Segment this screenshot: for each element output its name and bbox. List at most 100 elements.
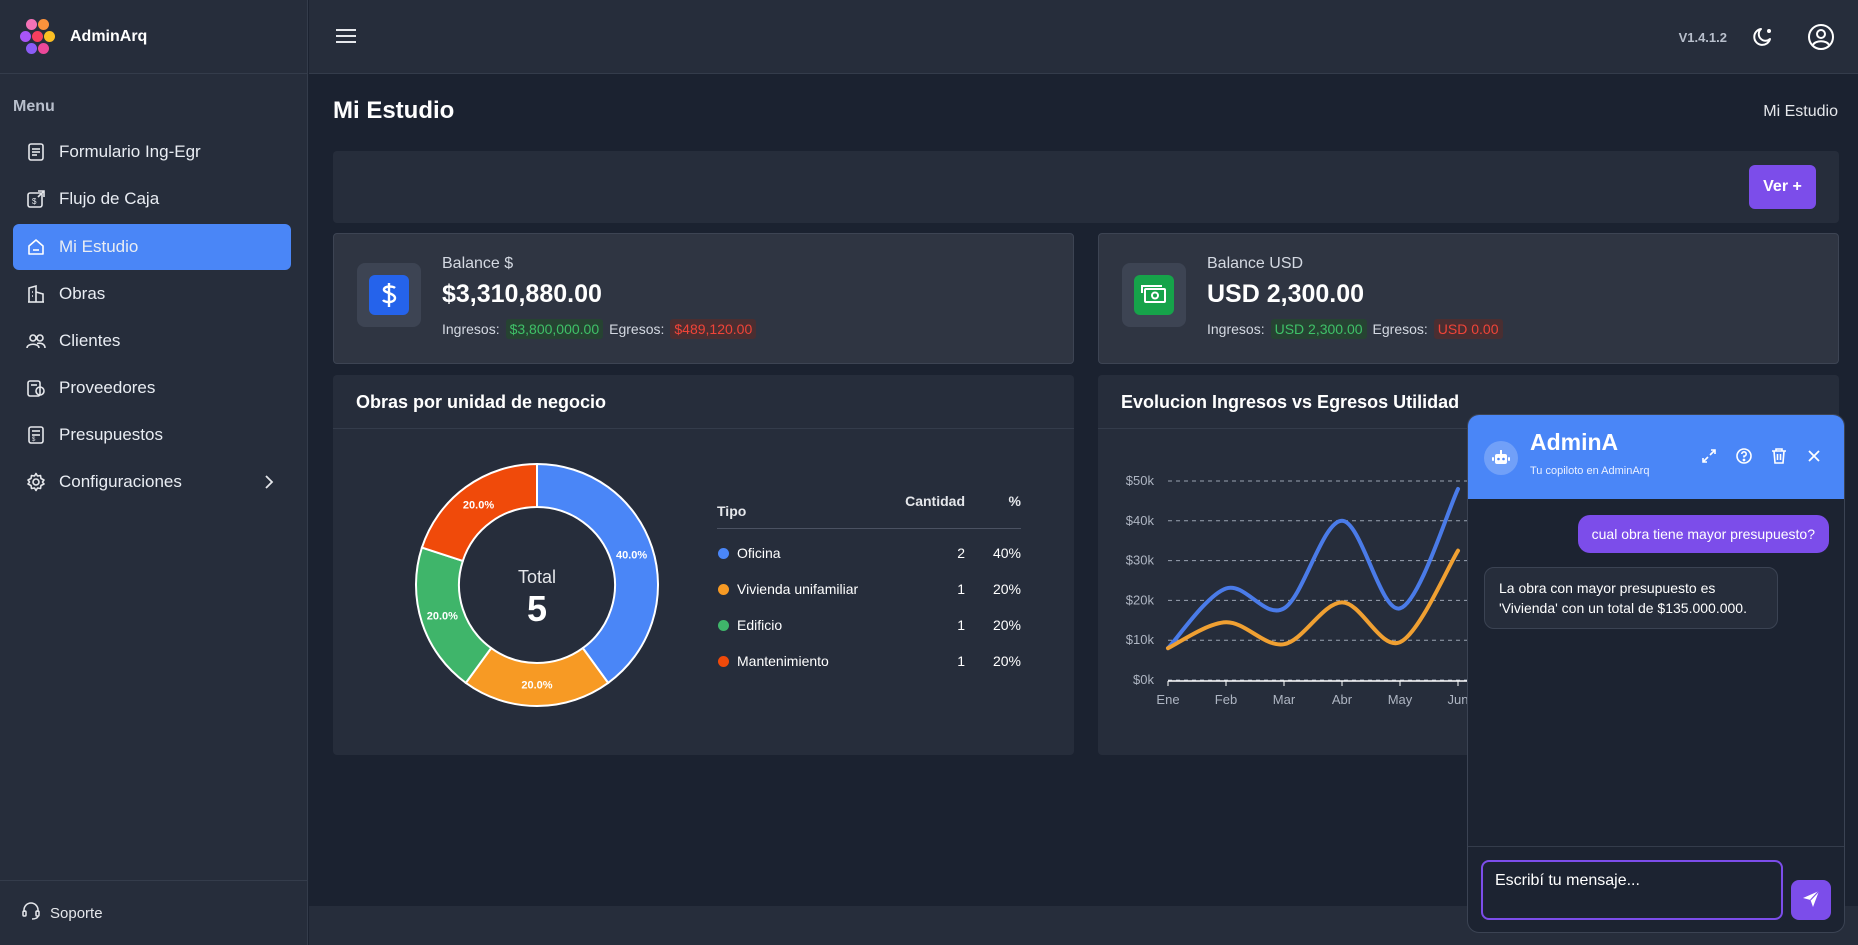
- donut-total-value: 5: [527, 588, 547, 629]
- dollar-icon: [369, 275, 409, 315]
- hamburger-menu-icon[interactable]: [335, 27, 357, 50]
- help-icon[interactable]: [1733, 445, 1755, 467]
- egresos-value: USD 0.00: [1433, 319, 1503, 339]
- divider: [333, 428, 1074, 429]
- cashflow-icon: $: [25, 188, 47, 210]
- legend-type: Edificio: [737, 617, 783, 633]
- form-icon: [25, 141, 47, 163]
- x-tick-label: Abr: [1332, 692, 1353, 707]
- balance-icon-wrap: [1122, 263, 1186, 327]
- chat-message-input[interactable]: [1481, 860, 1783, 920]
- legend-qty: 1: [957, 581, 965, 597]
- legend-row: Vivienda unifamiliar 1 20%: [717, 571, 1021, 607]
- theme-toggle-moon-icon[interactable]: [1746, 20, 1780, 54]
- budget-icon: $: [25, 424, 47, 446]
- y-tick-label: $40k: [1126, 513, 1155, 528]
- app-logo-icon: [18, 16, 60, 58]
- balance-ars-card: Balance $ $3,310,880.00 Ingresos: $3,800…: [333, 233, 1074, 364]
- legend-type: Oficina: [737, 545, 781, 561]
- sidebar-item-label: Presupuestos: [59, 425, 163, 444]
- sidebar-item-label: Flujo de Caja: [59, 189, 160, 208]
- sidebar-item-label: Formulario Ing-Egr: [59, 142, 201, 161]
- expand-icon[interactable]: [1698, 445, 1720, 467]
- ingresos-label: Ingresos:: [442, 321, 500, 337]
- balance-label: Balance USD: [1207, 255, 1304, 272]
- legend-row: Mantenimiento 1 20%: [717, 643, 1021, 679]
- legend-pct: 40%: [992, 545, 1021, 561]
- balance-breakdown: Ingresos: USD 2,300.00 Egresos: USD 0.00: [1207, 319, 1503, 339]
- sidebar-item-obras[interactable]: Obras: [13, 271, 291, 317]
- balance-usd-card: Balance USD USD 2,300.00 Ingresos: USD 2…: [1098, 233, 1839, 364]
- trash-icon[interactable]: [1768, 445, 1790, 467]
- user-profile-icon[interactable]: [1804, 20, 1838, 54]
- legend-qty: 1: [957, 653, 965, 669]
- support-link[interactable]: Soporte: [0, 880, 308, 945]
- donut-chart: Total 5 40.0% 20.0% 20.0% 20.0%: [415, 462, 659, 707]
- sidebar-item-label: Proveedores: [59, 378, 156, 397]
- close-icon[interactable]: [1803, 445, 1825, 467]
- header-qty: Cantidad: [905, 493, 965, 509]
- legend-row: Oficina 2 40%: [717, 535, 1021, 571]
- y-tick-label: $10k: [1126, 632, 1155, 647]
- sidebar-item-clientes[interactable]: Clientes: [13, 318, 291, 364]
- y-tick-label: $50k: [1126, 473, 1155, 488]
- send-button[interactable]: [1791, 880, 1831, 920]
- action-bar: Ver +: [333, 151, 1839, 223]
- x-tick-label: Mar: [1273, 692, 1296, 707]
- headset-icon: [22, 901, 40, 925]
- chat-title: AdminA: [1530, 429, 1619, 455]
- donut-slice[interactable]: [464, 646, 610, 707]
- user-message: cual obra tiene mayor presupuesto?: [1577, 515, 1829, 553]
- ingresos-label: Ingresos:: [1207, 321, 1265, 337]
- ingresos-value: USD 2,300.00: [1270, 319, 1367, 339]
- sidebar-item-presupuestos[interactable]: $ Presupuestos: [13, 412, 291, 458]
- sidebar-item-configuraciones[interactable]: Configuraciones: [13, 459, 291, 505]
- egresos-label: Egresos:: [609, 321, 665, 337]
- support-label: Soporte: [50, 904, 103, 922]
- x-tick-label: Ene: [1156, 692, 1179, 707]
- balance-breakdown: Ingresos: $3,800,000.00 Egresos: $489,12…: [442, 319, 757, 339]
- balance-value: $3,310,880.00: [442, 280, 602, 308]
- x-tick-label: Feb: [1215, 692, 1237, 707]
- balance-value: USD 2,300.00: [1207, 280, 1365, 308]
- breadcrumb: Mi Estudio: [1763, 103, 1838, 120]
- legend-header: Tipo Cantidad %: [717, 493, 1021, 529]
- supplier-icon: [25, 377, 47, 399]
- sidebar-item-formulario[interactable]: Formulario Ing-Egr: [13, 129, 291, 175]
- legend-dot: [718, 619, 729, 631]
- chat-footer: [1468, 846, 1844, 932]
- legend-type: Vivienda unifamiliar: [737, 581, 859, 597]
- svg-text:$: $: [32, 437, 36, 443]
- donut-total-label: Total: [518, 567, 556, 587]
- sidebar-item-proveedores[interactable]: Proveedores: [13, 365, 291, 411]
- sidebar-item-label: Obras: [59, 284, 106, 303]
- sidebar-item-flujo-caja[interactable]: $ Flujo de Caja: [13, 176, 291, 222]
- chat-subtitle: Tu copiloto en AdminArq: [1530, 465, 1650, 477]
- topbar: V1.4.1.2: [309, 0, 1858, 74]
- cash-bill-icon: [1134, 275, 1174, 315]
- svg-text:$: $: [32, 197, 37, 206]
- panel-title: Evolucion Ingresos vs Egresos Utilidad: [1121, 392, 1460, 412]
- egresos-label: Egresos:: [1372, 321, 1428, 337]
- egresos-value: $489,120.00: [670, 319, 757, 339]
- balance-label: Balance $: [442, 255, 514, 272]
- sidebar-item-mi-estudio[interactable]: Mi Estudio: [13, 224, 291, 270]
- donut-slice[interactable]: [420, 462, 538, 563]
- ver-more-button[interactable]: Ver +: [1749, 165, 1816, 209]
- users-icon: [25, 330, 47, 352]
- sidebar-item-label: Mi Estudio: [59, 237, 139, 256]
- sidebar-item-label: Clientes: [59, 331, 121, 350]
- legend-pct: 20%: [992, 653, 1021, 669]
- legend-type: Mantenimiento: [737, 653, 829, 669]
- brand[interactable]: AdminArq: [0, 0, 307, 74]
- header-type: Tipo: [717, 502, 747, 519]
- donut-slice[interactable]: [536, 462, 659, 685]
- legend-pct: 20%: [992, 581, 1021, 597]
- legend-qty: 2: [957, 545, 965, 561]
- sidebar: AdminArq Menu Formulario Ing-Egr $ Flujo…: [0, 0, 308, 945]
- gear-icon: [25, 471, 47, 493]
- donut-slice-label: 20.0%: [427, 611, 458, 623]
- page-title: Mi Estudio: [333, 97, 455, 124]
- donut-legend-table: Tipo Cantidad % Oficina 2 40% Vivienda u…: [717, 493, 1021, 679]
- y-tick-label: $20k: [1126, 592, 1155, 607]
